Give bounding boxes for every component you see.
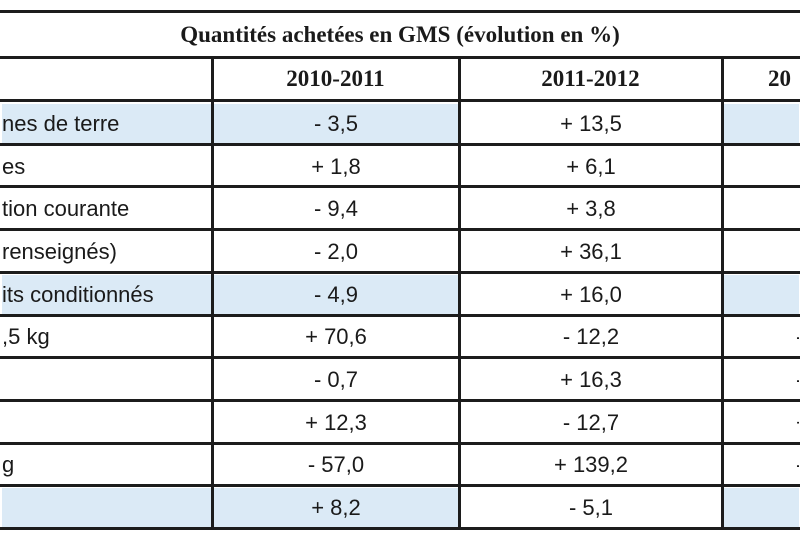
table-cell: - — [724, 360, 799, 400]
table-cell: - — [724, 446, 799, 486]
table-rule — [0, 441, 800, 445]
table-rule — [0, 527, 800, 530]
table-cell: - 12,2 — [562, 324, 620, 350]
table-rule — [0, 99, 800, 102]
row-label — [2, 360, 211, 400]
row-label — [2, 403, 211, 443]
row-label: nes de terre — [2, 104, 211, 144]
table-cell: + 12,3 — [305, 409, 367, 435]
column-header: 20 — [768, 66, 791, 91]
table-cell: - 57,0 — [307, 452, 365, 478]
table-rule — [0, 398, 800, 402]
table-cell: + 16,3 — [560, 367, 622, 393]
table-cell: + 6,1 — [566, 153, 616, 179]
table-rule — [0, 10, 800, 13]
row-label: renseignés) — [2, 238, 117, 264]
table-rule — [0, 313, 800, 317]
table-rule — [211, 56, 214, 529]
row-label: tion courante — [2, 196, 130, 222]
table-cell — [724, 232, 799, 272]
column-header: 2010-2011 — [286, 66, 385, 91]
table-cell: + 8,2 — [214, 488, 458, 528]
table-rule — [458, 56, 461, 529]
table-cell: - 3,5 — [214, 104, 458, 144]
table-cell: + 16,0 — [560, 281, 622, 307]
table-rule — [0, 185, 800, 189]
column-header: 2011-2012 — [541, 66, 640, 91]
table-rule — [0, 484, 800, 488]
table-cell — [724, 147, 799, 187]
table-cell: + 13,5 — [560, 110, 622, 136]
table-cell: - 0,7 — [313, 367, 359, 393]
table-rule — [721, 56, 724, 529]
table-cell: + — [724, 403, 799, 443]
table-cell: + 70,6 — [305, 324, 367, 350]
row-label — [2, 488, 211, 528]
table-cell: - 12,7 — [562, 409, 620, 435]
table-cell: - 2,0 — [313, 238, 359, 264]
table-cell: + 1,8 — [311, 153, 361, 179]
row-label: es — [2, 153, 26, 179]
table-title: Quantités achetées en GMS (évolution en … — [180, 22, 620, 47]
table-cell: + 36,1 — [560, 238, 622, 264]
table-rule — [0, 356, 800, 360]
table-rule — [0, 142, 800, 146]
table-cell: - 4,9 — [214, 274, 458, 315]
table-cell: + 139,2 — [553, 452, 628, 478]
table-cell: - 5,1 — [568, 495, 614, 521]
table-rule — [0, 56, 800, 59]
table-cell — [724, 274, 799, 315]
row-label: ,5 kg — [2, 324, 50, 350]
table-rule — [0, 228, 800, 232]
row-label: g — [2, 452, 15, 478]
row-label: its conditionnés — [2, 274, 211, 315]
table-cell: - 9,4 — [313, 196, 359, 222]
table-rule — [0, 270, 800, 274]
table-cell: + 3,8 — [566, 196, 616, 222]
table-cell: - — [724, 318, 799, 358]
table-cell — [724, 488, 799, 528]
table-cell — [724, 104, 799, 144]
table-cell — [724, 189, 799, 229]
column-header — [0, 58, 212, 100]
